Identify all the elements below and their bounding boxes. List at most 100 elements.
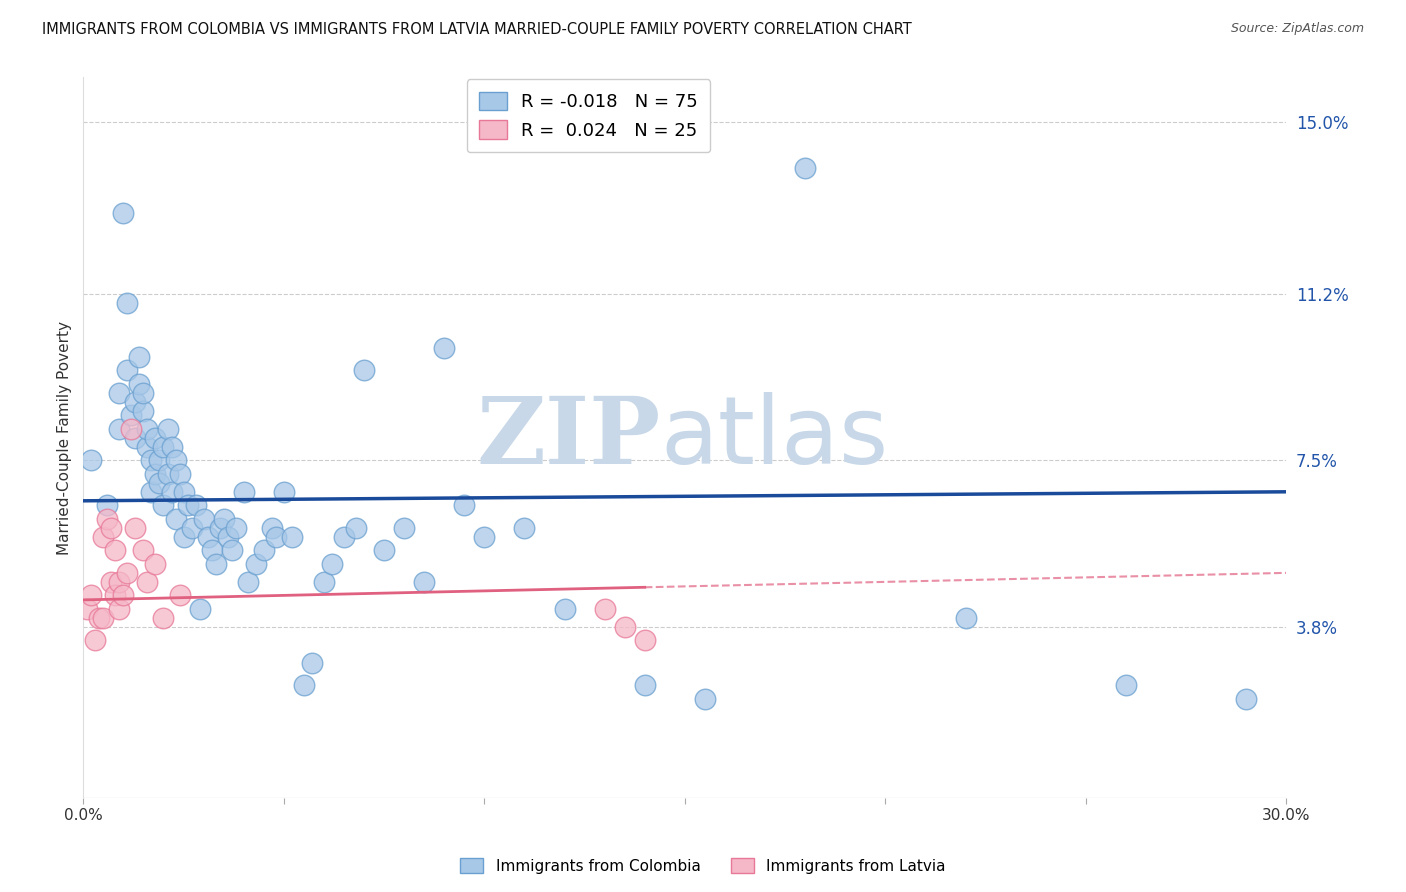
Point — [201, 543, 224, 558]
Point — [128, 376, 150, 391]
Point — [117, 363, 139, 377]
Point — [156, 467, 179, 481]
Point — [152, 498, 174, 512]
Point — [353, 363, 375, 377]
Point — [160, 484, 183, 499]
Point — [392, 521, 415, 535]
Point — [104, 588, 127, 602]
Point — [513, 521, 536, 535]
Point — [76, 602, 98, 616]
Point — [344, 521, 367, 535]
Point — [634, 633, 657, 648]
Point — [132, 403, 155, 417]
Point — [93, 611, 115, 625]
Point — [136, 440, 159, 454]
Point — [193, 512, 215, 526]
Point — [89, 611, 111, 625]
Point — [593, 602, 616, 616]
Point — [173, 530, 195, 544]
Point — [217, 530, 239, 544]
Point — [253, 543, 276, 558]
Text: IMMIGRANTS FROM COLOMBIA VS IMMIGRANTS FROM LATVIA MARRIED-COUPLE FAMILY POVERTY: IMMIGRANTS FROM COLOMBIA VS IMMIGRANTS F… — [42, 22, 912, 37]
Text: atlas: atlas — [661, 392, 889, 483]
Point — [136, 574, 159, 589]
Point — [80, 453, 103, 467]
Point — [93, 530, 115, 544]
Point — [108, 422, 131, 436]
Point — [1115, 678, 1137, 692]
Point — [117, 295, 139, 310]
Legend: Immigrants from Colombia, Immigrants from Latvia: Immigrants from Colombia, Immigrants fro… — [454, 852, 952, 880]
Point — [145, 431, 167, 445]
Point — [221, 543, 243, 558]
Point — [124, 431, 146, 445]
Point — [152, 440, 174, 454]
Point — [176, 498, 198, 512]
Point — [236, 574, 259, 589]
Point — [108, 602, 131, 616]
Point — [100, 574, 122, 589]
Point — [413, 574, 436, 589]
Point — [108, 574, 131, 589]
Point — [104, 543, 127, 558]
Point — [225, 521, 247, 535]
Point — [96, 498, 118, 512]
Point — [197, 530, 219, 544]
Point — [141, 484, 163, 499]
Point — [955, 611, 977, 625]
Point — [145, 557, 167, 571]
Point — [245, 557, 267, 571]
Point — [212, 512, 235, 526]
Point — [260, 521, 283, 535]
Point — [292, 678, 315, 692]
Text: ZIP: ZIP — [477, 392, 661, 483]
Point — [794, 161, 817, 175]
Point — [321, 557, 343, 571]
Point — [100, 521, 122, 535]
Point — [373, 543, 395, 558]
Point — [232, 484, 254, 499]
Point — [472, 530, 495, 544]
Point — [132, 385, 155, 400]
Point — [312, 574, 335, 589]
Point — [264, 530, 287, 544]
Point — [160, 440, 183, 454]
Point — [117, 566, 139, 580]
Text: Source: ZipAtlas.com: Source: ZipAtlas.com — [1230, 22, 1364, 36]
Point — [141, 453, 163, 467]
Point — [112, 205, 135, 219]
Point — [156, 422, 179, 436]
Point — [152, 611, 174, 625]
Point — [165, 512, 187, 526]
Point — [169, 467, 191, 481]
Point — [120, 409, 142, 423]
Point — [173, 484, 195, 499]
Point — [145, 467, 167, 481]
Point — [136, 422, 159, 436]
Point — [634, 678, 657, 692]
Point — [613, 620, 636, 634]
Point — [281, 530, 304, 544]
Point — [204, 557, 226, 571]
Point — [433, 341, 456, 355]
Y-axis label: Married-Couple Family Poverty: Married-Couple Family Poverty — [58, 321, 72, 555]
Point — [96, 512, 118, 526]
Point — [169, 588, 191, 602]
Point — [128, 350, 150, 364]
Point — [84, 633, 107, 648]
Point — [184, 498, 207, 512]
Point — [148, 475, 170, 490]
Point — [453, 498, 475, 512]
Point — [124, 521, 146, 535]
Legend: R = -0.018   N = 75, R =  0.024   N = 25: R = -0.018 N = 75, R = 0.024 N = 25 — [467, 79, 710, 153]
Point — [301, 656, 323, 670]
Point — [132, 543, 155, 558]
Point — [208, 521, 231, 535]
Point — [693, 692, 716, 706]
Point — [80, 588, 103, 602]
Point — [108, 385, 131, 400]
Point — [1234, 692, 1257, 706]
Point — [148, 453, 170, 467]
Point — [188, 602, 211, 616]
Point — [112, 588, 135, 602]
